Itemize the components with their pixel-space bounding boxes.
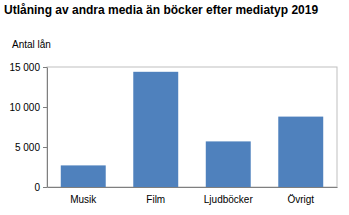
bars [61, 72, 323, 187]
x-tick: Film [146, 187, 165, 205]
bar [133, 72, 178, 187]
plot: 0 5 000 10 000 15 000 Musik Film Ljudböcker Övr… [9, 62, 337, 205]
y-tick: 10 000 [9, 102, 47, 113]
y-tick: 5 000 [15, 142, 47, 153]
y-tick-mark [43, 187, 47, 188]
y-tick: 15 000 [9, 62, 47, 73]
y-tick-mark [43, 147, 47, 148]
x-axis-line [48, 187, 338, 188]
y-tick-mark [43, 67, 47, 68]
y-axis: 0 5 000 10 000 15 000 [9, 62, 47, 193]
x-tick-label: Musik [70, 194, 97, 205]
y-tick-label: 5 000 [15, 142, 40, 153]
bar [61, 165, 106, 187]
y-axis-line [47, 68, 48, 188]
bar [206, 141, 251, 187]
y-tick-label: 10 000 [9, 102, 40, 113]
x-tick: Ljudböcker [204, 187, 254, 205]
y-tick: 0 [34, 182, 47, 193]
chart: Utlåning av andra media än böcker efter … [0, 0, 349, 215]
x-tick: Musik [70, 187, 97, 205]
bar [278, 117, 323, 187]
x-tick-label: Ljudböcker [204, 194, 254, 205]
plot-frame [47, 67, 337, 187]
x-tick-label: Övrigt [287, 194, 314, 205]
y-tick-label: 0 [34, 182, 40, 193]
x-axis: Musik Film Ljudböcker Övrigt [48, 187, 338, 205]
y-axis-title: Antal lån [12, 39, 51, 50]
x-tick-label: Film [146, 194, 165, 205]
x-tick: Övrigt [287, 187, 314, 205]
y-tick-label: 15 000 [9, 62, 40, 73]
y-tick-mark [43, 107, 47, 108]
title: Utlåning av andra media än böcker efter … [4, 3, 318, 17]
